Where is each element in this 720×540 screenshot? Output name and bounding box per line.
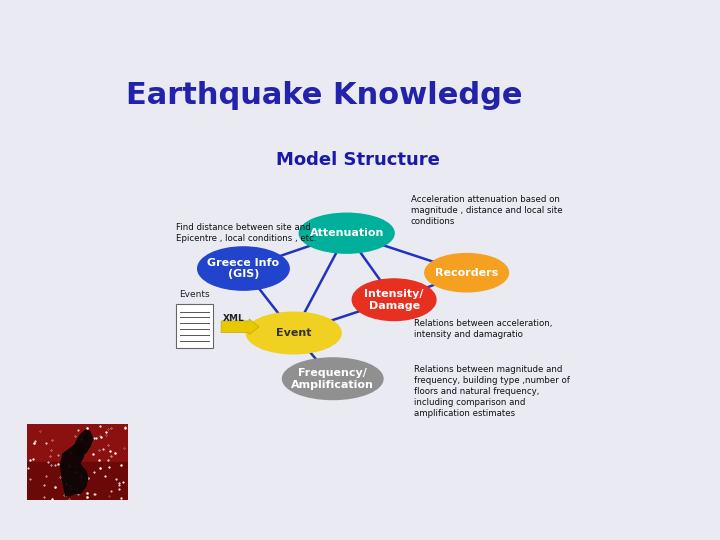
FancyBboxPatch shape [176,304,213,348]
Ellipse shape [282,358,383,400]
Text: Recorders: Recorders [435,268,498,278]
Text: Find distance between site and
Epicentre , local conditions , etc.: Find distance between site and Epicentre… [176,223,317,243]
Text: Attenuation: Attenuation [310,228,384,238]
Text: XML: XML [223,314,245,322]
Polygon shape [60,443,88,496]
Ellipse shape [246,312,341,354]
Ellipse shape [425,254,508,292]
Polygon shape [73,430,93,456]
Text: Frequency/
Amplification: Frequency/ Amplification [292,368,374,389]
FancyArrow shape [221,319,259,335]
Text: Intensity/
Damage: Intensity/ Damage [364,289,424,310]
Text: Events: Events [179,290,210,299]
Text: Relations between acceleration,
intensity and damagratio: Relations between acceleration, intensit… [413,319,552,339]
Ellipse shape [198,247,289,290]
Text: Model Structure: Model Structure [276,151,440,170]
Text: Greece Info
(GIS): Greece Info (GIS) [207,258,279,279]
Text: Event: Event [276,328,312,338]
Ellipse shape [352,279,436,321]
Text: Acceleration attenuation based on
magnitude , distance and local site
conditions: Acceleration attenuation based on magnit… [411,195,562,226]
Bar [27,462,128,500]
Text: Earthquake Knowledge: Earthquake Knowledge [126,82,523,111]
Ellipse shape [300,213,394,253]
Text: Relations between magnitude and
frequency, building type ,number of
floors and n: Relations between magnitude and frequenc… [413,364,570,418]
